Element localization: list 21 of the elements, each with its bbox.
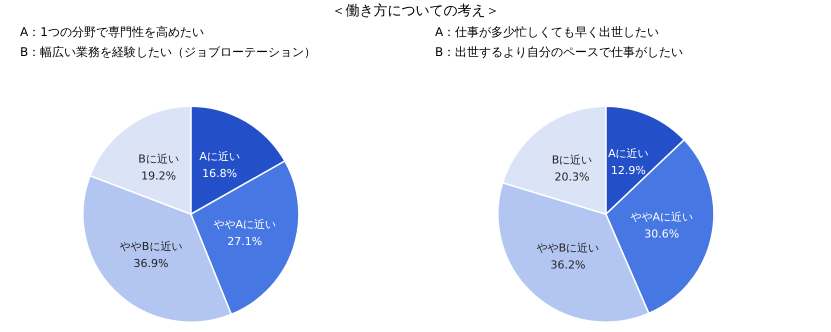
data-label: 27.1%	[227, 235, 262, 248]
text: A：仕事が多少忙しくても早く出世したい	[435, 25, 660, 39]
data-label: 30.6%	[644, 228, 680, 241]
data-label: 20.3%	[554, 170, 590, 184]
slice-label: Aに近い	[199, 150, 240, 163]
text: ＜働き方についての考え＞	[330, 2, 500, 21]
slice-label: ややAに近い	[213, 218, 276, 231]
data-label: 36.2%	[550, 258, 586, 272]
slice-label: ややBに近い	[120, 240, 182, 253]
slice-label: Aに近い	[608, 146, 649, 160]
slice-label: Bに近い	[138, 152, 179, 166]
text: B：幅広い業務を経験したい（ジョブローテーション）	[20, 45, 316, 59]
text: A：1つの分野で専門性を高めたい	[20, 25, 204, 39]
data-label: 19.2%	[141, 169, 176, 182]
data-label: 12.9%	[610, 164, 646, 177]
text: B：出世するより自分のペースで仕事がしたい	[435, 45, 684, 59]
data-label: 16.8%	[202, 166, 238, 180]
data-label: 36.9%	[134, 256, 168, 270]
slice-label: Bに近い	[552, 153, 592, 166]
slice-label: ややAに近い	[630, 210, 694, 224]
slice-label: ややBに近い	[536, 242, 600, 255]
